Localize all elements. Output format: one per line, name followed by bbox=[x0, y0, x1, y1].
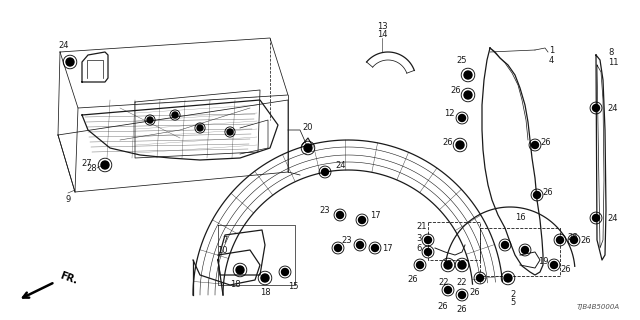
Circle shape bbox=[147, 117, 153, 123]
Circle shape bbox=[464, 91, 472, 99]
Circle shape bbox=[417, 261, 424, 268]
Text: 23: 23 bbox=[319, 205, 330, 214]
Text: 24: 24 bbox=[607, 103, 618, 113]
Text: 19: 19 bbox=[538, 258, 548, 267]
Circle shape bbox=[445, 286, 451, 293]
Circle shape bbox=[172, 112, 178, 118]
Text: 26: 26 bbox=[470, 288, 480, 297]
Circle shape bbox=[304, 144, 312, 152]
Text: 27: 27 bbox=[81, 158, 92, 167]
Text: 26: 26 bbox=[540, 138, 550, 147]
Circle shape bbox=[282, 268, 289, 276]
Circle shape bbox=[337, 212, 344, 219]
Text: 22: 22 bbox=[439, 278, 449, 287]
Circle shape bbox=[593, 214, 600, 221]
Circle shape bbox=[464, 71, 472, 79]
Text: 23: 23 bbox=[341, 236, 352, 244]
Text: 13: 13 bbox=[377, 22, 387, 31]
Circle shape bbox=[358, 217, 365, 223]
Circle shape bbox=[458, 292, 465, 299]
Circle shape bbox=[227, 129, 233, 135]
Circle shape bbox=[458, 115, 465, 122]
Circle shape bbox=[66, 58, 74, 66]
Text: 3: 3 bbox=[417, 234, 422, 243]
Text: 18: 18 bbox=[230, 280, 240, 289]
Text: 14: 14 bbox=[377, 30, 387, 39]
Text: 18: 18 bbox=[260, 288, 270, 297]
Circle shape bbox=[261, 274, 269, 282]
Text: 26: 26 bbox=[408, 275, 419, 284]
Circle shape bbox=[502, 242, 509, 249]
Text: 2: 2 bbox=[510, 290, 516, 299]
Text: 15: 15 bbox=[288, 282, 298, 291]
Circle shape bbox=[236, 266, 244, 274]
Text: 9: 9 bbox=[65, 195, 70, 204]
Text: 7: 7 bbox=[223, 236, 228, 244]
Circle shape bbox=[504, 274, 512, 282]
Text: 26: 26 bbox=[451, 85, 461, 94]
Circle shape bbox=[458, 261, 466, 269]
Text: 26: 26 bbox=[567, 233, 578, 242]
Circle shape bbox=[424, 236, 431, 244]
Circle shape bbox=[371, 244, 378, 252]
Text: 12: 12 bbox=[445, 108, 455, 117]
Text: 24: 24 bbox=[335, 161, 346, 170]
Text: 16: 16 bbox=[515, 213, 525, 222]
Text: 20: 20 bbox=[303, 123, 313, 132]
Text: 26: 26 bbox=[438, 302, 448, 311]
Text: 26: 26 bbox=[442, 138, 453, 147]
Text: 26: 26 bbox=[542, 188, 552, 196]
Circle shape bbox=[197, 125, 203, 131]
Text: 26: 26 bbox=[457, 305, 467, 314]
Circle shape bbox=[444, 261, 452, 269]
Circle shape bbox=[456, 141, 464, 149]
Text: 24: 24 bbox=[607, 213, 618, 222]
Circle shape bbox=[335, 244, 342, 252]
Text: 25: 25 bbox=[457, 56, 467, 65]
Text: 26: 26 bbox=[560, 266, 571, 275]
Text: TJB4B5000A: TJB4B5000A bbox=[577, 304, 620, 310]
Text: 21: 21 bbox=[417, 222, 427, 231]
Text: 28: 28 bbox=[86, 164, 97, 173]
Text: 17: 17 bbox=[370, 211, 381, 220]
Text: 11: 11 bbox=[608, 58, 618, 67]
Circle shape bbox=[101, 161, 109, 169]
Circle shape bbox=[570, 236, 577, 244]
Circle shape bbox=[531, 141, 538, 148]
Text: 6: 6 bbox=[417, 244, 422, 252]
Circle shape bbox=[424, 249, 431, 255]
Text: 5: 5 bbox=[510, 298, 516, 307]
Text: FR.: FR. bbox=[58, 270, 78, 286]
Circle shape bbox=[550, 261, 557, 268]
Text: 24: 24 bbox=[59, 41, 69, 50]
Text: 4: 4 bbox=[549, 55, 554, 65]
Circle shape bbox=[477, 275, 483, 282]
Circle shape bbox=[593, 105, 600, 111]
Text: 26: 26 bbox=[580, 236, 591, 244]
Text: 8: 8 bbox=[608, 47, 613, 57]
Circle shape bbox=[534, 191, 541, 198]
Text: 1: 1 bbox=[549, 45, 554, 54]
Circle shape bbox=[557, 236, 563, 244]
Circle shape bbox=[522, 246, 529, 253]
Circle shape bbox=[321, 169, 328, 175]
Text: 22: 22 bbox=[457, 278, 467, 287]
Text: 17: 17 bbox=[382, 244, 392, 252]
Circle shape bbox=[356, 242, 364, 249]
Text: 10: 10 bbox=[218, 245, 228, 254]
Bar bbox=[480, 228, 560, 276]
Bar bbox=[428, 222, 480, 260]
